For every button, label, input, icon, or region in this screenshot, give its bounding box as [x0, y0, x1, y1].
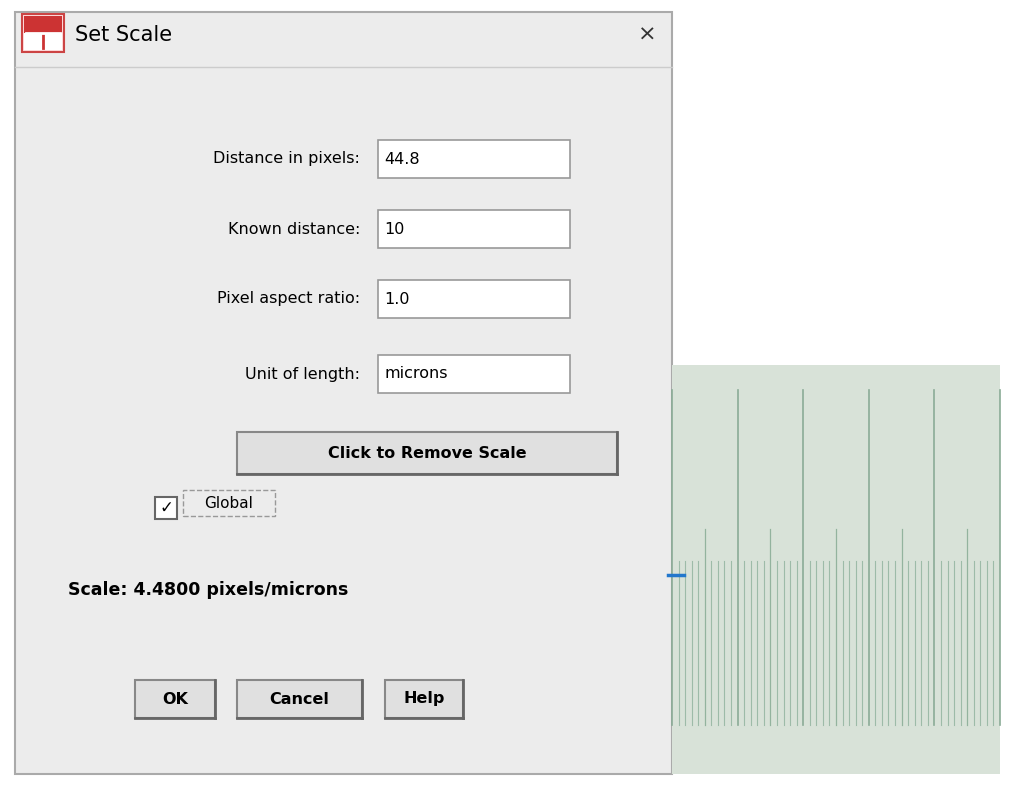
Bar: [237, 432, 617, 474]
Text: Scale: 4.4800 pixels/microns: Scale: 4.4800 pixels/microns: [68, 581, 349, 599]
Bar: [378, 355, 570, 393]
Bar: [22, 14, 64, 52]
Text: microns: microns: [384, 366, 448, 381]
Bar: [155, 497, 177, 519]
Text: Distance in pixels:: Distance in pixels:: [213, 152, 360, 167]
Bar: [378, 210, 570, 248]
Bar: [183, 490, 275, 516]
Text: ×: ×: [638, 25, 656, 45]
Bar: [672, 12, 1000, 365]
Bar: [672, 365, 1000, 774]
Bar: [385, 680, 463, 718]
Bar: [378, 140, 570, 178]
Bar: [24, 33, 62, 50]
Text: ✓: ✓: [159, 499, 173, 517]
Text: Set Scale: Set Scale: [75, 25, 172, 45]
Text: OK: OK: [162, 692, 188, 707]
Bar: [24, 16, 62, 33]
Bar: [135, 680, 215, 718]
Bar: [237, 680, 362, 718]
Bar: [15, 12, 672, 774]
Text: Global: Global: [204, 495, 254, 510]
Text: Cancel: Cancel: [269, 692, 329, 707]
Text: 1.0: 1.0: [384, 292, 409, 307]
Text: Help: Help: [403, 692, 445, 707]
Text: Pixel aspect ratio:: Pixel aspect ratio:: [217, 292, 360, 307]
Bar: [378, 280, 570, 318]
Text: Click to Remove Scale: Click to Remove Scale: [328, 446, 527, 461]
Text: Unit of length:: Unit of length:: [245, 366, 360, 381]
Text: 44.8: 44.8: [384, 152, 420, 167]
Text: Known distance:: Known distance:: [227, 222, 360, 237]
Text: 10: 10: [384, 222, 404, 237]
